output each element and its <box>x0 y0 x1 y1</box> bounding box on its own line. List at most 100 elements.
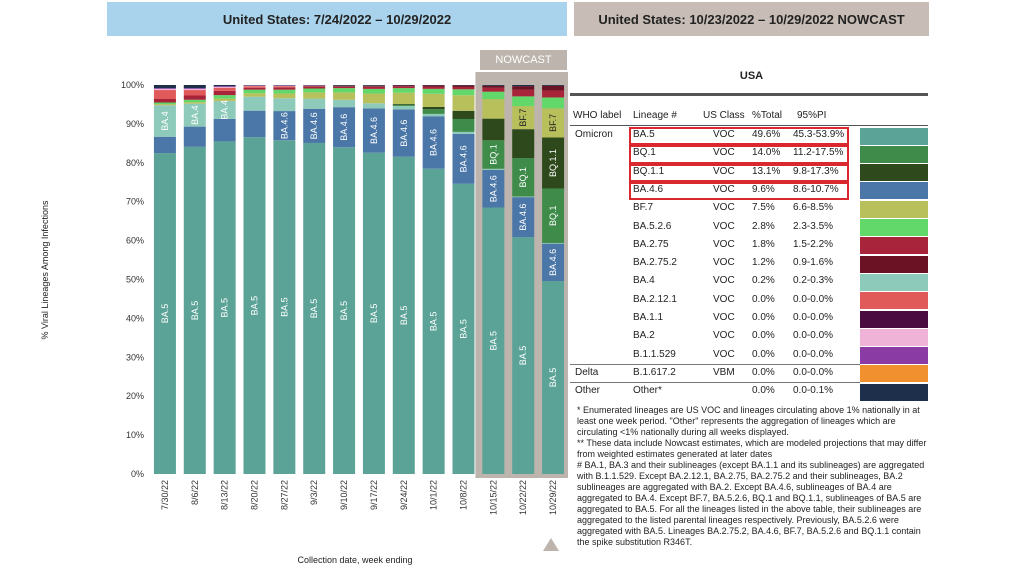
bar-segment <box>362 85 385 86</box>
bar-segment <box>422 93 445 107</box>
cell-pi: 11.2-17.5% <box>793 147 844 159</box>
table-row: Other Other* 0.0% 0.0-0.1% <box>570 383 860 401</box>
cell-pi: 0.0-0.0% <box>793 330 834 342</box>
y-tick-label: 90% <box>126 119 144 129</box>
bar-segment <box>392 86 415 89</box>
cell-class: VBM <box>713 366 735 378</box>
bar-segment <box>482 118 505 141</box>
cell-class: VOC <box>713 147 735 159</box>
cell-pct: 9.6% <box>752 183 775 195</box>
bar-segment <box>333 85 356 86</box>
x-tick-label: 8/20/22 <box>250 480 260 510</box>
bar-segment <box>213 100 236 119</box>
col-header-pi: 95%PI <box>797 110 827 121</box>
cell-pi: 8.6-10.7% <box>793 183 839 195</box>
table-row: Omicron BA.5 VOC 49.6% 45.3-53.9% <box>570 127 860 145</box>
bar-segment <box>213 95 236 99</box>
bar-data-label: BA.4.6 <box>548 249 558 276</box>
left-panel-header: United States: 7/24/2022 – 10/29/2022 <box>107 2 567 36</box>
table-header-rule <box>570 125 928 126</box>
bar-segment <box>392 92 415 105</box>
bar-segment <box>512 196 535 198</box>
color-swatch <box>860 145 928 163</box>
bar-segment <box>333 147 356 475</box>
x-tick-label: 7/30/22 <box>160 480 170 510</box>
bar-segment <box>542 243 565 282</box>
y-tick-label: 70% <box>126 197 144 207</box>
table-row: BQ.1.1 VOC 13.1% 9.8-17.3% <box>570 164 860 182</box>
y-tick-label: 30% <box>126 352 144 362</box>
table-row: BF.7 VOC 7.5% 6.6-8.5% <box>570 200 860 218</box>
bar-segment <box>542 188 565 243</box>
bar-segment <box>542 97 565 109</box>
bar-segment <box>153 105 176 137</box>
cell-lineage: BQ.1.1 <box>633 165 665 177</box>
bar-segment <box>512 86 535 90</box>
bar-segment <box>183 88 206 91</box>
bar-segment <box>362 103 385 109</box>
y-tick-label: 40% <box>126 313 144 323</box>
bar-segment <box>482 85 505 88</box>
table-row: B.1.1.529 VOC 0.0% 0.0-0.0% <box>570 347 860 365</box>
bar-data-label: BA.5 <box>399 306 409 326</box>
bar-data-label: BA.4.6 <box>339 114 349 141</box>
color-swatch <box>860 347 928 365</box>
bar-segment <box>243 87 266 90</box>
table-row: BA.2.12.1 VOC 0.0% 0.0-0.0% <box>570 292 860 310</box>
bar-segment <box>183 95 206 100</box>
bar-segment <box>243 110 266 138</box>
x-tick-label: 9/17/22 <box>369 480 379 510</box>
bar-segment <box>273 87 296 90</box>
nowcast-banner: NOWCAST <box>480 50 567 70</box>
bar-segment <box>512 106 535 130</box>
bar-segment <box>392 104 415 106</box>
cell-who: Delta <box>575 366 599 378</box>
bar-segment <box>542 242 565 244</box>
bar-segment <box>273 98 296 112</box>
bar-segment <box>153 90 176 100</box>
cell-class: VOC <box>713 348 735 360</box>
bar-segment <box>213 87 236 91</box>
bar-segment <box>392 109 415 157</box>
bar-segment <box>542 137 565 189</box>
bar-segment <box>362 93 385 104</box>
bar-data-label: BA.5 <box>279 297 289 317</box>
footnote-other: * Enumerated lineages are US VOC and lin… <box>577 405 920 437</box>
bar-segment <box>273 140 296 474</box>
bar-data-label: BA.5 <box>250 296 260 316</box>
x-tick-label: 10/15/22 <box>488 480 498 515</box>
cell-lineage: Other* <box>633 385 662 397</box>
color-swatch <box>860 182 928 200</box>
group-separator <box>570 382 860 384</box>
cell-class: VOC <box>713 165 735 177</box>
table-row: BA.2.75.2 VOC 1.2% 0.9-1.6% <box>570 255 860 273</box>
cell-lineage: BA.1.1 <box>633 312 664 323</box>
bar-segment <box>153 85 176 89</box>
bar-segment <box>183 90 206 96</box>
cell-lineage: BA.2.75 <box>633 238 669 250</box>
bar-segment <box>153 136 176 154</box>
y-tick-label: 20% <box>126 391 144 401</box>
y-tick-label: 50% <box>126 275 144 285</box>
bar-segment <box>183 103 206 127</box>
stacked-bar-chart: 0% 10% 20% 30% 40% 50% 60% 70% 80% 90% 100% 7/30/22… <box>121 72 568 515</box>
bar-data-label: BA.4.6 <box>279 112 289 139</box>
y-axis-label: % Viral Lineages Among Infections <box>40 200 50 340</box>
table-row: BA.4.6 VOC 9.6% 8.6-10.7% <box>570 182 860 200</box>
bar-segment <box>392 104 415 105</box>
bar-segment <box>452 118 475 132</box>
bar-segment <box>512 89 535 97</box>
bar-data-label: BA.4 <box>160 111 170 131</box>
bar-segment <box>362 88 385 94</box>
bar-segment <box>422 113 445 117</box>
cell-class: VOC <box>713 257 735 269</box>
bar-segment <box>183 85 206 89</box>
bar-segment <box>452 89 475 96</box>
cell-pi: 2.3-3.5% <box>793 220 834 232</box>
y-tick-label: 100% <box>121 80 144 90</box>
cell-pi: 0.0-0.1% <box>793 385 834 397</box>
bar-segment <box>452 183 475 474</box>
x-tick-label: 10/1/22 <box>429 480 439 510</box>
bar-data-label: BA.5 <box>518 346 528 366</box>
table-row: Delta B.1.617.2 VBM 0.0% 0.0-0.0% <box>570 365 860 383</box>
